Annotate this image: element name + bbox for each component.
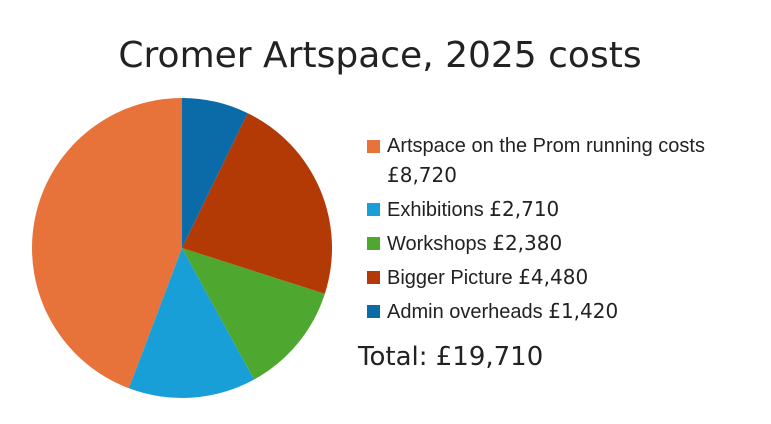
value-label: £8,720 xyxy=(387,163,457,187)
value-label: £4,480 xyxy=(518,265,589,289)
legend: Artspace on the Prom running costs £8,72… xyxy=(367,132,737,331)
pie-slice xyxy=(182,98,248,248)
legend-label: Workshops xyxy=(387,233,487,255)
legend-entry: Bigger Picture £4,480 xyxy=(367,263,737,293)
pie-slice xyxy=(182,248,325,380)
legend-entry: Exhibitions £2,710 xyxy=(367,195,737,225)
legend-label: Admin overheads xyxy=(387,301,543,323)
total: Total: £19,710 xyxy=(358,342,544,372)
legend-swatch xyxy=(367,203,380,216)
value-label: £2,380 xyxy=(492,231,563,255)
pie-slice xyxy=(182,113,332,294)
legend-entry: Workshops £2,380 xyxy=(367,229,737,259)
legend-swatch xyxy=(367,237,380,250)
pie-slice xyxy=(32,98,182,389)
pie-slice xyxy=(128,248,255,398)
chart-title: Cromer Artspace, 2025 costs xyxy=(118,35,641,76)
value-label: £1,420 xyxy=(548,299,619,323)
legend-label: Exhibitions xyxy=(387,199,484,221)
legend-swatch xyxy=(367,271,380,284)
value-label: £2,710 xyxy=(489,197,560,221)
legend-label: Artspace on the Prom running costs xyxy=(387,135,705,157)
pie xyxy=(32,98,332,398)
legend-entry: Artspace on the Prom running costs £8,72… xyxy=(367,132,737,191)
legend-label: Bigger Picture xyxy=(387,267,513,289)
legend-swatch xyxy=(367,140,380,153)
legend-swatch xyxy=(367,305,380,318)
legend-entry: Admin overheads £1,420 xyxy=(367,297,737,327)
